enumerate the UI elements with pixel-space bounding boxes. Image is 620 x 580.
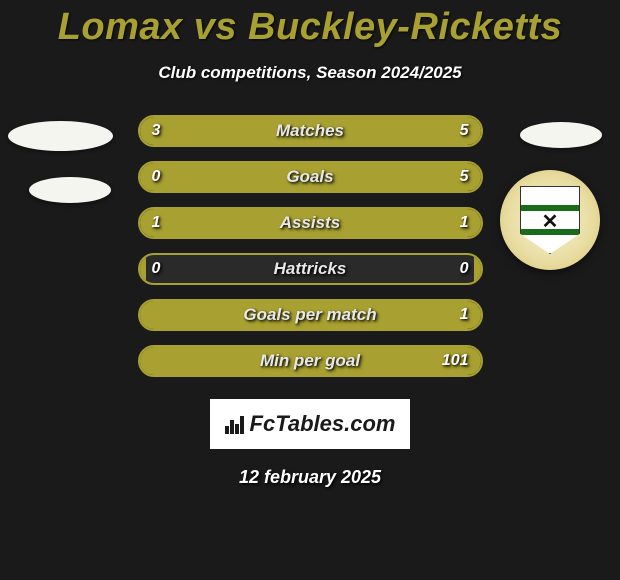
stat-bar-row: 101Min per goal xyxy=(138,345,483,377)
club-crest: ✕ xyxy=(500,170,600,270)
date-text: 12 february 2025 xyxy=(0,467,620,488)
crest-emblem-icon: ✕ xyxy=(542,209,559,234)
stat-label: Min per goal xyxy=(140,351,481,371)
footer-brand: FcTables.com xyxy=(210,399,410,449)
player-badge-left xyxy=(29,177,111,203)
subtitle: Club competitions, Season 2024/2025 xyxy=(0,63,620,83)
stat-bar-row: 00Hattricks xyxy=(138,253,483,285)
bar-chart-icon xyxy=(225,414,244,434)
stat-bar-row: 11Assists xyxy=(138,207,483,239)
stat-bar-row: 05Goals xyxy=(138,161,483,193)
footer-brand-text: FcTables.com xyxy=(250,411,396,437)
stat-label: Matches xyxy=(140,121,481,141)
stat-bar-row: 1Goals per match xyxy=(138,299,483,331)
stat-label: Goals per match xyxy=(140,305,481,325)
player-badge-right xyxy=(520,122,602,148)
stat-label: Goals xyxy=(140,167,481,187)
crest-shield-icon: ✕ xyxy=(520,186,580,254)
stat-bar-row: 35Matches xyxy=(138,115,483,147)
player-badge-left xyxy=(8,121,113,151)
stat-label: Hattricks xyxy=(140,259,481,279)
stat-label: Assists xyxy=(140,213,481,233)
page-title: Lomax vs Buckley-Ricketts xyxy=(0,0,620,49)
